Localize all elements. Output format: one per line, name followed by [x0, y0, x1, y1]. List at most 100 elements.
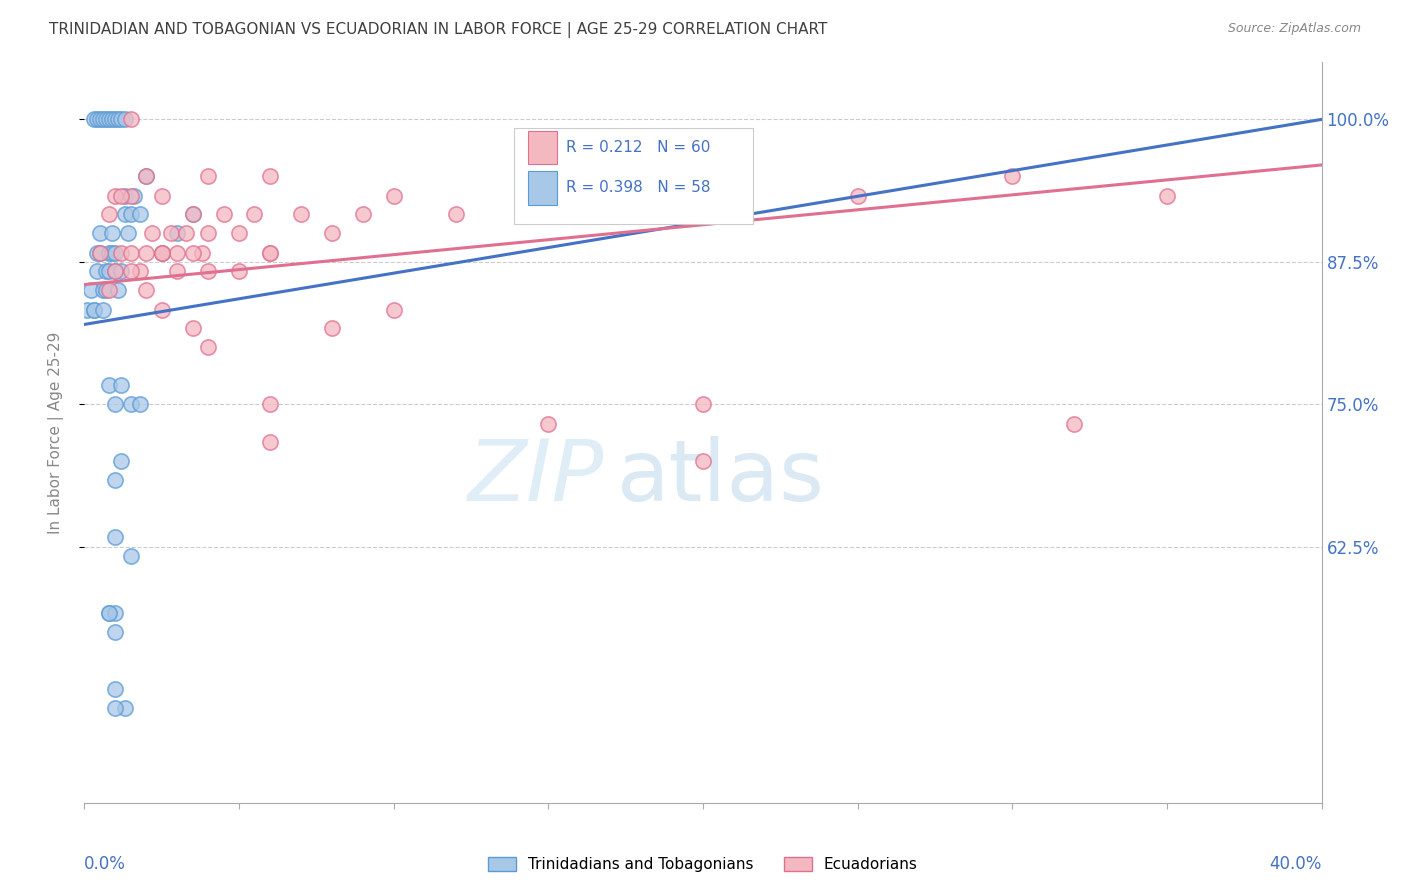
- Point: [150, 302, 173, 317]
- Point: [120, 112, 142, 127]
- Point: [98, 245, 121, 260]
- Point: [444, 207, 467, 221]
- Point: [1001, 169, 1024, 184]
- Y-axis label: In Labor Force | Age 25-29: In Labor Force | Age 25-29: [48, 332, 63, 533]
- Point: [120, 245, 142, 260]
- Point: [101, 245, 124, 260]
- Point: [98, 264, 121, 278]
- Point: [1063, 417, 1085, 431]
- Text: R = 0.398   N = 58: R = 0.398 N = 58: [567, 180, 711, 195]
- Point: [150, 245, 173, 260]
- Point: [846, 188, 869, 202]
- Point: [104, 264, 127, 278]
- Point: [117, 227, 139, 241]
- Point: [89, 112, 111, 127]
- Point: [91, 112, 114, 127]
- Point: [86, 264, 108, 278]
- Point: [181, 245, 204, 260]
- Point: [135, 169, 157, 184]
- Point: [98, 377, 121, 392]
- Text: 40.0%: 40.0%: [1270, 855, 1322, 872]
- Point: [228, 227, 250, 241]
- Point: [537, 188, 560, 202]
- Point: [160, 227, 183, 241]
- Point: [114, 188, 136, 202]
- Point: [259, 397, 281, 411]
- Point: [107, 283, 129, 297]
- Point: [122, 188, 145, 202]
- Point: [259, 169, 281, 184]
- Point: [692, 207, 714, 221]
- Text: R = 0.212   N = 60: R = 0.212 N = 60: [567, 140, 710, 155]
- Point: [83, 302, 105, 317]
- Point: [104, 701, 127, 715]
- Point: [114, 207, 136, 221]
- Point: [166, 227, 188, 241]
- Point: [98, 112, 121, 127]
- Point: [98, 606, 121, 620]
- Point: [129, 264, 152, 278]
- Point: [110, 188, 132, 202]
- Text: Source: ZipAtlas.com: Source: ZipAtlas.com: [1227, 22, 1361, 36]
- Point: [104, 474, 127, 488]
- Point: [104, 681, 127, 696]
- Point: [91, 283, 114, 297]
- Legend: Trinidadians and Tobagonians, Ecuadorians: Trinidadians and Tobagonians, Ecuadorian…: [481, 849, 925, 880]
- Point: [321, 321, 343, 335]
- Point: [104, 530, 127, 544]
- Text: TRINIDADIAN AND TOBAGONIAN VS ECUADORIAN IN LABOR FORCE | AGE 25-29 CORRELATION : TRINIDADIAN AND TOBAGONIAN VS ECUADORIAN…: [49, 22, 828, 38]
- Point: [110, 112, 132, 127]
- Point: [104, 624, 127, 639]
- Point: [382, 188, 405, 202]
- Point: [382, 302, 405, 317]
- Point: [197, 227, 219, 241]
- Point: [104, 112, 127, 127]
- Point: [537, 417, 560, 431]
- Point: [321, 227, 343, 241]
- Point: [104, 397, 127, 411]
- Point: [101, 227, 124, 241]
- Point: [76, 302, 98, 317]
- Point: [135, 245, 157, 260]
- Point: [243, 207, 266, 221]
- Point: [176, 227, 198, 241]
- Point: [120, 188, 142, 202]
- Point: [89, 245, 111, 260]
- Point: [166, 245, 188, 260]
- Point: [181, 207, 204, 221]
- Point: [98, 207, 121, 221]
- Point: [197, 340, 219, 354]
- Point: [104, 245, 127, 260]
- Point: [197, 264, 219, 278]
- Point: [120, 549, 142, 563]
- Point: [79, 283, 101, 297]
- Point: [120, 264, 142, 278]
- Point: [94, 112, 117, 127]
- Point: [259, 245, 281, 260]
- Point: [129, 397, 152, 411]
- Point: [692, 397, 714, 411]
- Point: [89, 227, 111, 241]
- Point: [98, 606, 121, 620]
- Point: [150, 245, 173, 260]
- Point: [141, 227, 163, 241]
- Point: [129, 207, 152, 221]
- Point: [89, 245, 111, 260]
- Point: [110, 245, 132, 260]
- Point: [83, 112, 105, 127]
- Point: [150, 245, 173, 260]
- Point: [259, 245, 281, 260]
- Point: [135, 169, 157, 184]
- Point: [83, 302, 105, 317]
- Point: [135, 283, 157, 297]
- Point: [114, 701, 136, 715]
- Point: [197, 169, 219, 184]
- Point: [120, 207, 142, 221]
- Point: [94, 283, 117, 297]
- Point: [352, 207, 374, 221]
- Point: [104, 188, 127, 202]
- Point: [104, 606, 127, 620]
- Point: [150, 188, 173, 202]
- Point: [191, 245, 214, 260]
- Point: [692, 454, 714, 468]
